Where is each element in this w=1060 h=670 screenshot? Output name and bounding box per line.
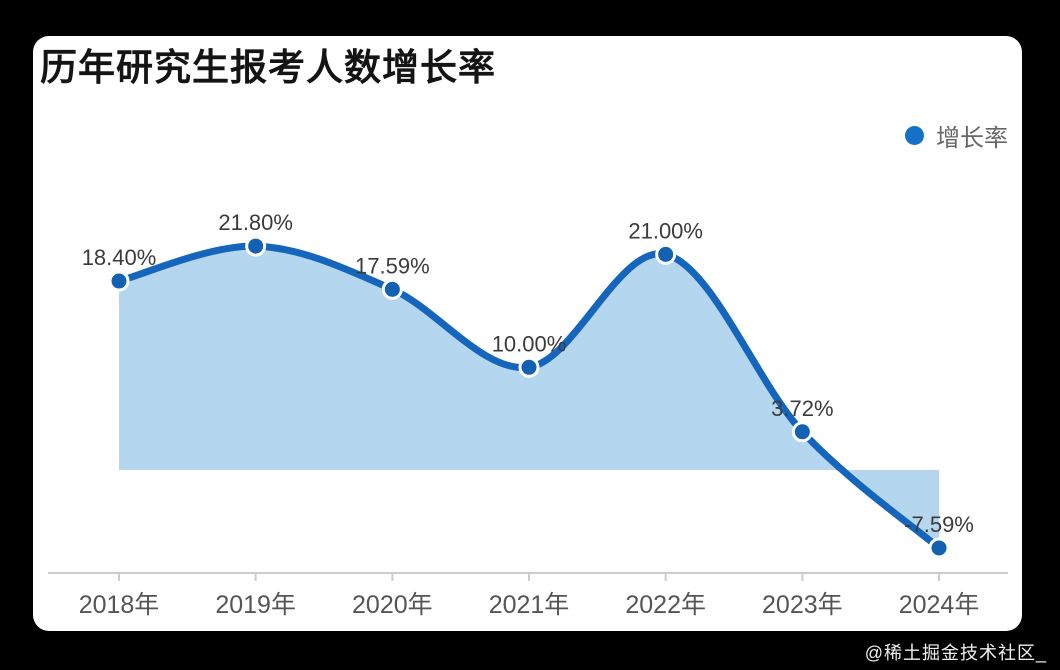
point-value-label: 3.72% xyxy=(771,396,833,421)
point-value-label: 21.80% xyxy=(218,210,293,235)
area-fill xyxy=(119,246,940,548)
data-point[interactable] xyxy=(518,356,540,378)
legend-item-growth-rate[interactable]: 增长率 xyxy=(905,118,1008,153)
x-axis-label: 2024年 xyxy=(899,591,980,619)
x-axis-label: 2021年 xyxy=(489,591,570,619)
data-point[interactable] xyxy=(108,270,130,292)
x-axis-label: 2022年 xyxy=(625,591,706,619)
data-point[interactable] xyxy=(791,421,813,443)
point-value-label: -7.59% xyxy=(904,512,974,537)
data-point[interactable] xyxy=(655,243,677,265)
x-axis-label: 2023年 xyxy=(762,591,843,619)
point-value-label: 17.59% xyxy=(355,253,430,278)
point-value-label: 18.40% xyxy=(82,245,157,270)
x-axis-label: 2019年 xyxy=(215,591,296,619)
point-value-label: 21.00% xyxy=(628,218,703,243)
data-point[interactable] xyxy=(245,235,267,257)
chart-title: 历年研究生报考人数增长率 xyxy=(40,47,496,88)
data-point[interactable] xyxy=(928,537,950,559)
x-axis-label: 2018年 xyxy=(79,591,160,619)
legend-label: 增长率 xyxy=(936,125,1008,152)
x-axis-label: 2020年 xyxy=(352,591,433,619)
point-value-label: 10.00% xyxy=(492,331,567,356)
chart-card: 历年研究生报考人数增长率 增长率 2018年 2019年 2020年 2021年 202… xyxy=(33,36,1022,631)
growth-rate-area-chart: 2018年 2019年 2020年 2021年 2022年 2023年 2024年 18.40… xyxy=(48,210,1008,619)
data-point[interactable] xyxy=(381,278,403,300)
legend-dot-icon xyxy=(905,126,924,145)
watermark: @稀土掘金技术社区_ xyxy=(864,643,1047,663)
